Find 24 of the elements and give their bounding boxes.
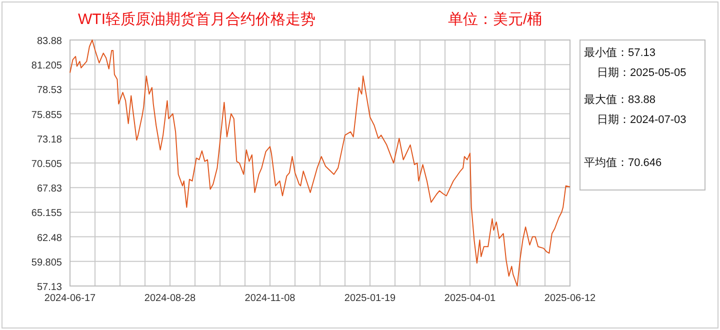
- chart-title: WTI轻质原油期货首月合约价格走势: [78, 11, 316, 28]
- text: 平均值：70.646: [584, 157, 662, 169]
- text: 日期：2025-05-05: [597, 67, 686, 79]
- x-tick-label: 2025-01-19: [344, 293, 396, 304]
- y-tick-label: 81.205: [31, 60, 62, 72]
- y-tick-label: 59.805: [31, 257, 62, 268]
- y-tick-label: 70.505: [31, 159, 62, 170]
- text: 最大值：83.88: [584, 93, 656, 106]
- x-tick-label: 2024-08-28: [144, 293, 196, 304]
- y-tick-label: 67.83: [36, 184, 62, 195]
- text: 日期：2024-07-03: [597, 114, 686, 126]
- x-tick-label: 2024-06-17: [44, 293, 96, 304]
- y-tick-label: 65.155: [31, 208, 62, 220]
- y-tick-label: 75.855: [31, 110, 62, 121]
- y-tick-label: 57.13: [36, 282, 62, 293]
- y-tick-label: 83.88: [36, 36, 62, 47]
- x-tick-label: 2025-06-12: [544, 293, 596, 304]
- x-tick-label: 2024-11-08: [244, 293, 296, 304]
- x-tick-label: 2025-04-01: [444, 293, 496, 304]
- y-tick-label: 62.48: [36, 232, 62, 244]
- y-tick-label: 73.18: [36, 134, 62, 146]
- chart-subtitle: 单位：美元/桶: [448, 11, 542, 28]
- text: 最小值：57.13: [584, 46, 656, 59]
- y-tick-label: 78.53: [36, 85, 62, 96]
